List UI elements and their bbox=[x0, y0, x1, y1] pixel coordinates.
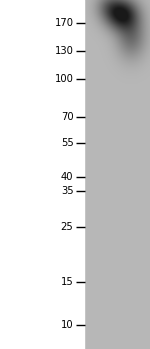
Text: 10: 10 bbox=[61, 320, 74, 330]
Text: 170: 170 bbox=[54, 17, 74, 28]
Text: 25: 25 bbox=[61, 222, 74, 232]
Text: 40: 40 bbox=[61, 172, 74, 182]
Text: 100: 100 bbox=[55, 74, 74, 84]
Text: 70: 70 bbox=[61, 112, 74, 122]
Text: 15: 15 bbox=[61, 277, 74, 287]
Text: 35: 35 bbox=[61, 186, 74, 196]
Text: 130: 130 bbox=[55, 46, 74, 56]
Bar bbox=[85, 0, 150, 349]
Text: 55: 55 bbox=[61, 138, 74, 148]
